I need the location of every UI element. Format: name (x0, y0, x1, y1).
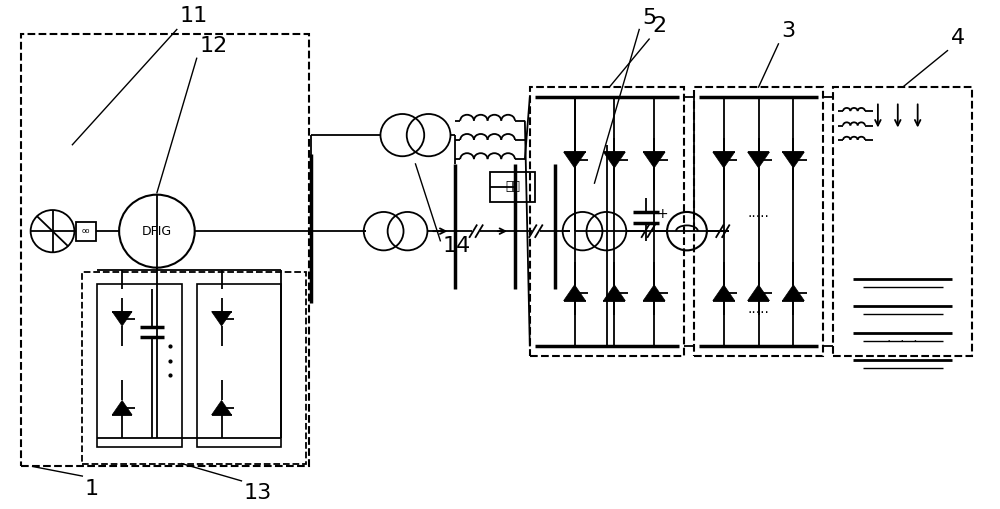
Text: 14: 14 (442, 236, 471, 256)
Polygon shape (212, 401, 232, 415)
Polygon shape (212, 312, 232, 326)
Polygon shape (643, 152, 665, 168)
Bar (82, 271, 306, 464)
Polygon shape (748, 152, 769, 168)
Polygon shape (112, 401, 132, 415)
Bar (530, 87, 684, 356)
Text: 3: 3 (781, 21, 796, 41)
Bar (97, 284, 182, 447)
Polygon shape (782, 285, 804, 301)
Text: ·  ·  ·: · · · (887, 334, 918, 349)
Polygon shape (603, 285, 625, 301)
Text: 13: 13 (243, 483, 272, 503)
Bar (197, 284, 281, 447)
Text: ·····: ····· (748, 210, 769, 224)
Bar (490, 172, 535, 203)
Text: 11: 11 (180, 6, 208, 25)
Polygon shape (603, 152, 625, 168)
Polygon shape (713, 152, 735, 168)
Text: oo: oo (82, 228, 91, 234)
Polygon shape (112, 312, 132, 326)
Bar (21, 34, 309, 466)
Text: DFIG: DFIG (142, 224, 172, 238)
Text: 4: 4 (950, 27, 965, 48)
Text: 1: 1 (84, 479, 98, 499)
Text: 12: 12 (200, 36, 228, 56)
Bar (76, 221, 96, 241)
Text: +: + (656, 207, 668, 221)
Text: 负荷: 负荷 (505, 181, 520, 193)
Text: ·····: ····· (748, 306, 769, 320)
Polygon shape (564, 152, 586, 168)
Text: 2: 2 (652, 16, 666, 36)
Polygon shape (748, 285, 769, 301)
Bar (694, 87, 823, 356)
Polygon shape (782, 152, 804, 168)
Polygon shape (564, 285, 586, 301)
Bar (833, 87, 972, 356)
Polygon shape (713, 285, 735, 301)
Text: 5: 5 (642, 8, 656, 27)
Polygon shape (643, 285, 665, 301)
